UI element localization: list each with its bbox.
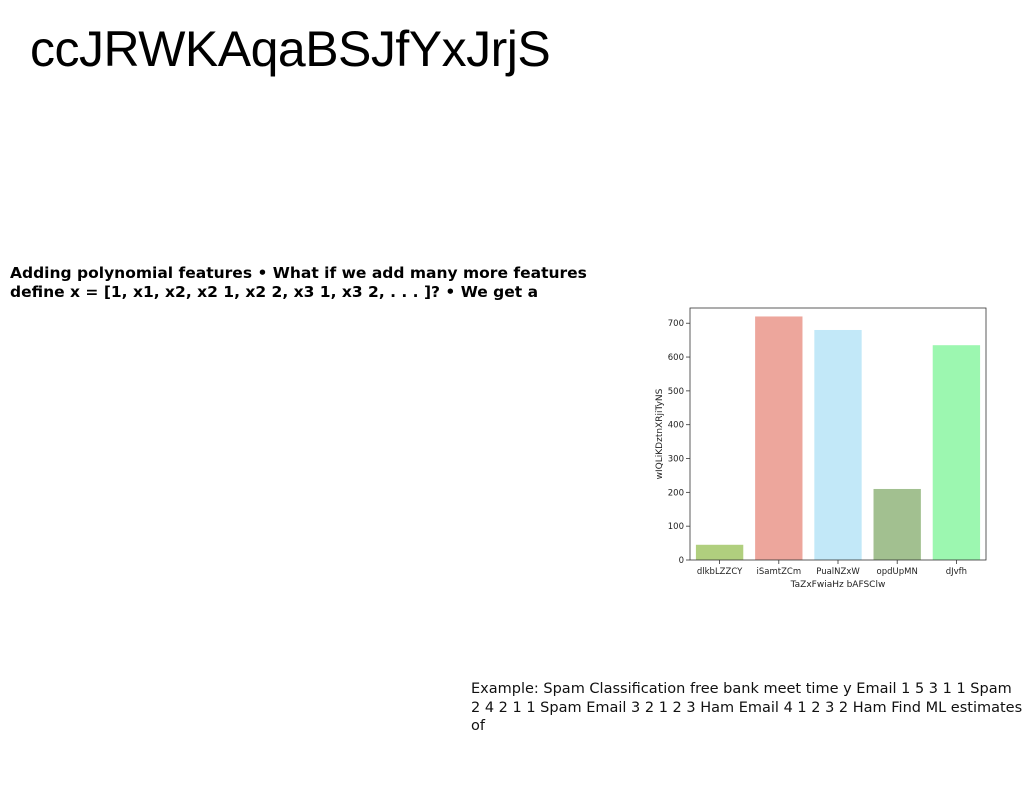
y-tick-label: 700 [668, 319, 684, 329]
x-tick-label: dlkbLZZCY [697, 567, 743, 577]
bar-dJvfh [932, 345, 981, 560]
x-tick-label: dJvfh [946, 567, 967, 577]
slide-title: ccJRWKAqaBSJfYxJrjS [30, 21, 551, 77]
y-tick-label: 300 [668, 455, 684, 465]
y-tick-label: 500 [668, 387, 684, 397]
y-tick-label: 0 [679, 556, 684, 566]
x-axis: dlkbLZZCY iSamtZCm PualNZxW opdUpMN dJvfh [697, 560, 967, 577]
bar-chart: 0 100 200 300 400 500 600 700 dlkbLZZCY iSamtZCm… [640, 300, 1000, 600]
bar-chart-svg: 0 100 200 300 400 500 600 700 dlkbLZZCY iSamtZCm… [655, 307, 987, 590]
x-tick-label: opdUpMN [877, 567, 918, 577]
bars-layer [695, 316, 981, 560]
y-tick-label: 200 [668, 488, 684, 498]
bar-opdUpMN [873, 488, 921, 560]
y-tick-label: 100 [668, 522, 684, 532]
x-axis-label: TaZxFwiaHz bAFSClw [790, 580, 886, 590]
bar-iSamtZCm [755, 316, 803, 560]
bar-dlkbLZZCY [695, 544, 744, 560]
slide-body-text: Adding polynomial features • What if we … [10, 264, 587, 301]
slide-footer-text: Example: Spam Classification free bank m… [471, 681, 1023, 734]
x-tick-label: PualNZxW [816, 567, 860, 577]
y-tick-label: 600 [668, 353, 684, 363]
y-tick-label: 400 [668, 421, 684, 431]
y-axis: 0 100 200 300 400 500 600 700 [668, 319, 690, 566]
bar-PualNZxW [814, 329, 862, 560]
y-axis-label: wIQLiKDztnXRjiTyNS [655, 388, 665, 479]
x-tick-label: iSamtZCm [756, 567, 801, 577]
